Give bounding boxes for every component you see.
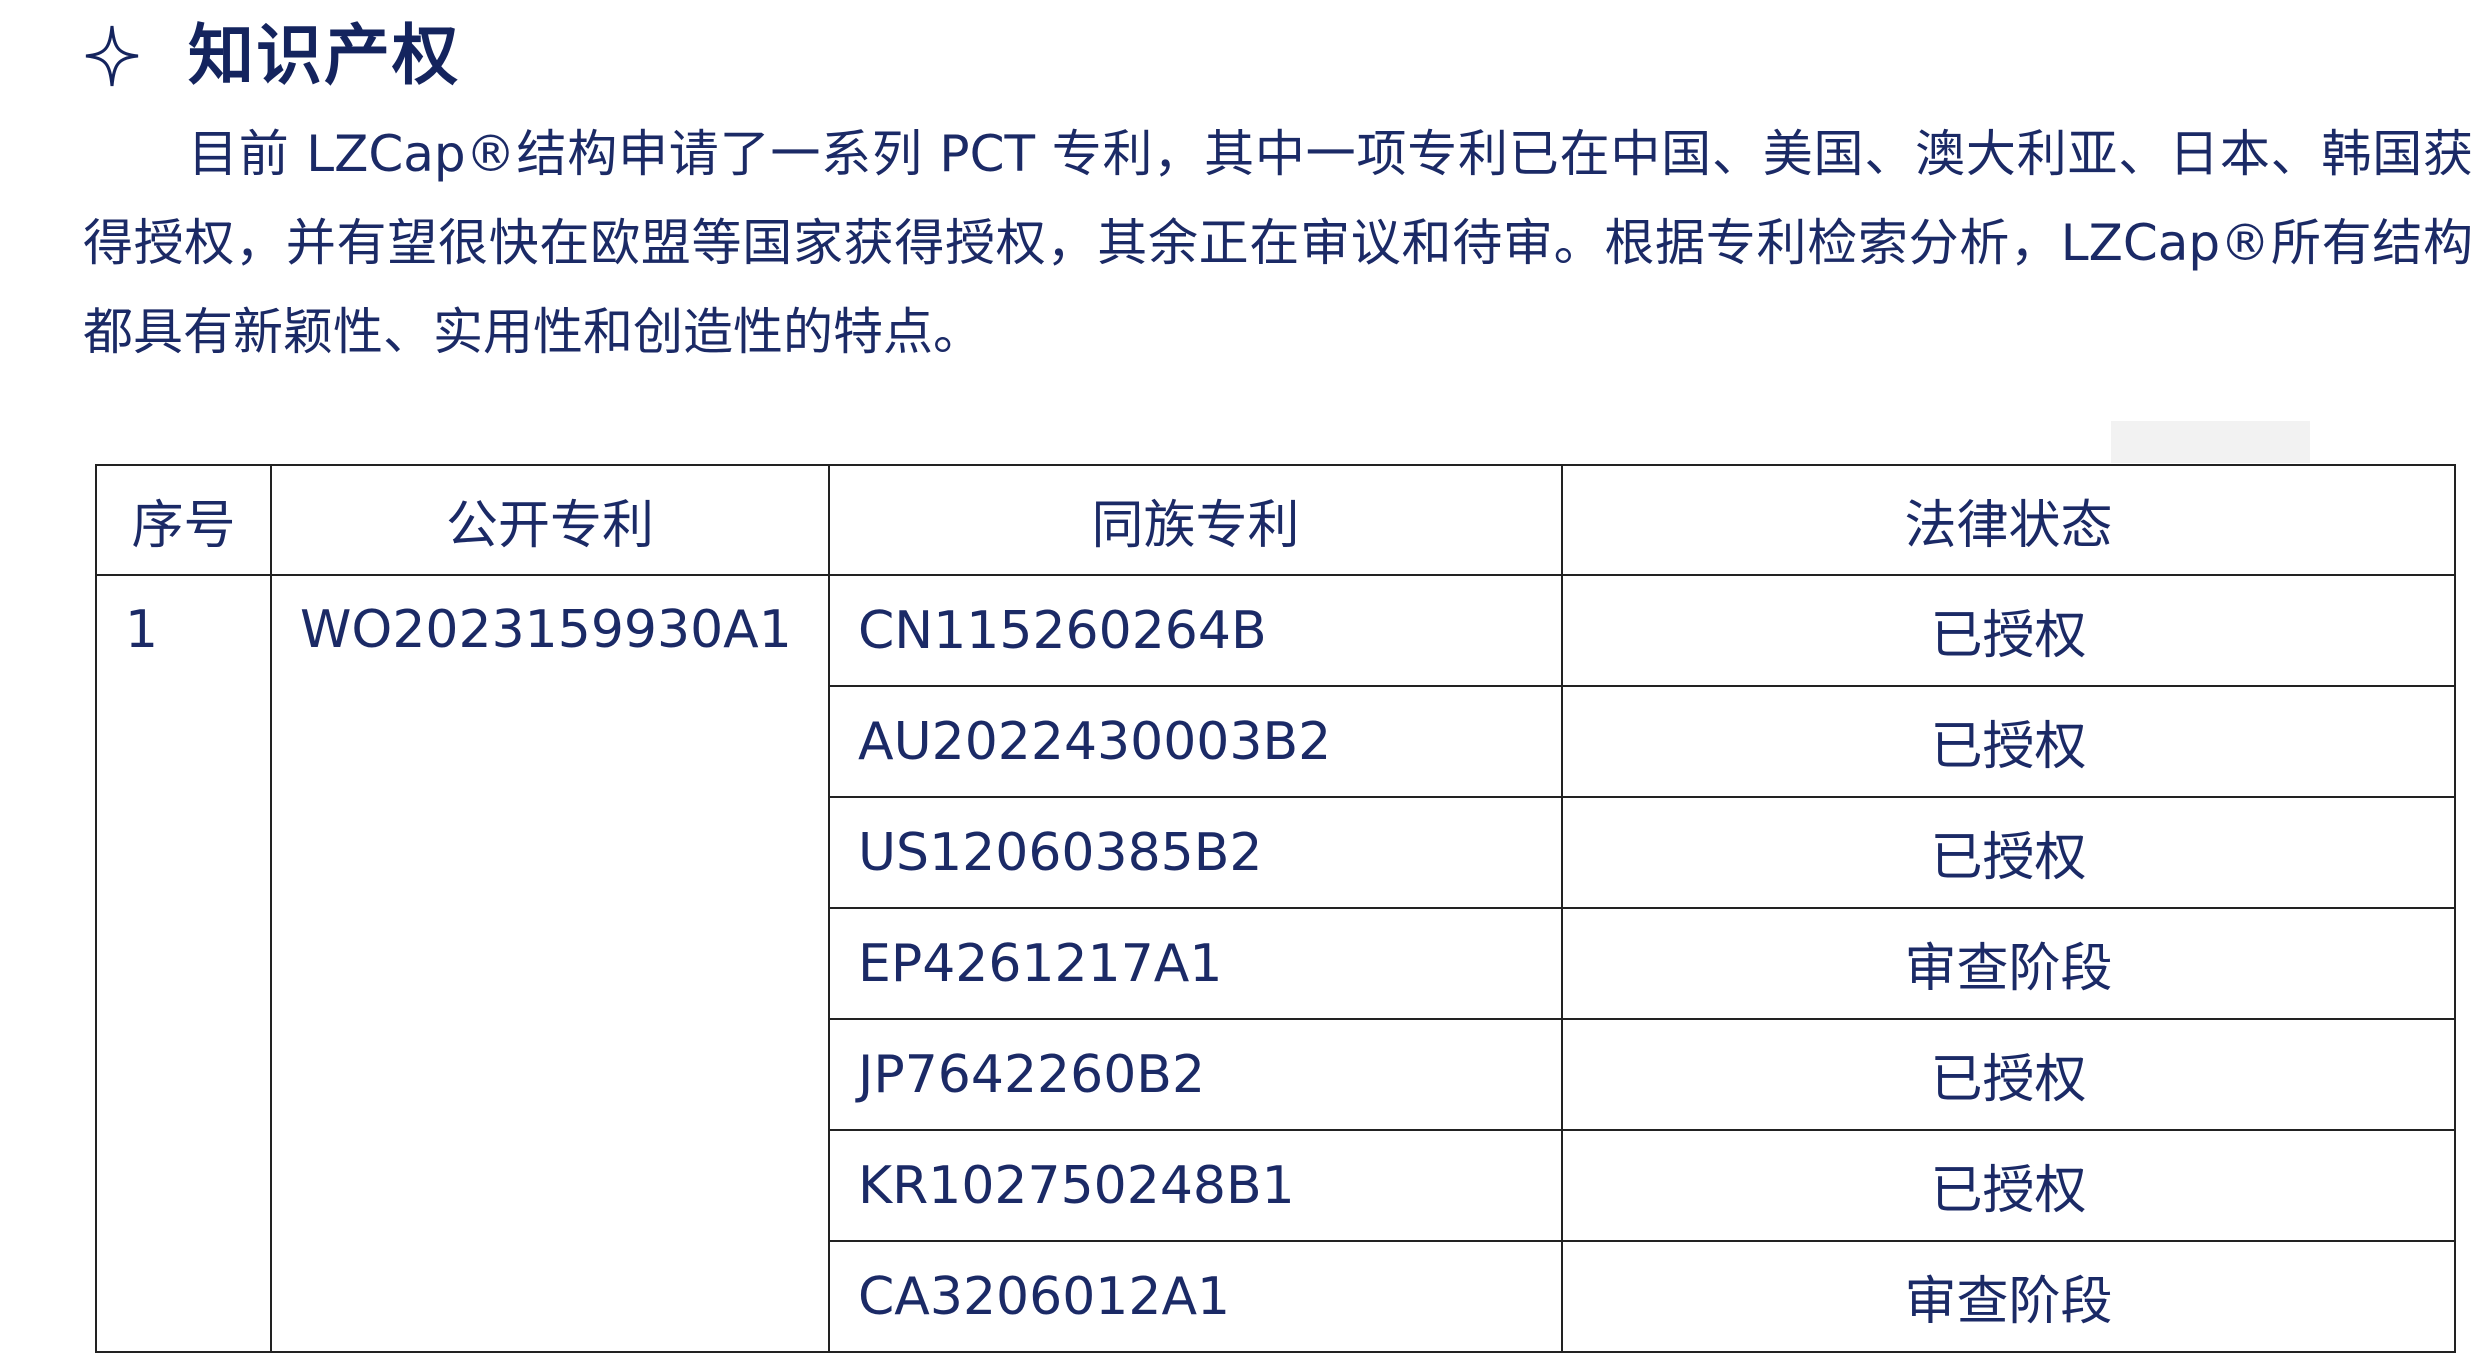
table-header-row: 序号 公开专利 同族专利 法律状态 — [95, 464, 2456, 576]
table-row: JP7642260B2 已授权 — [96, 1018, 2456, 1131]
table-row: KR102750248B1 已授权 — [96, 1129, 2456, 1242]
patent-table: 序号 公开专利 同族专利 法律状态 1 WO2023159930A1 CN115… — [95, 464, 2456, 1353]
cell-family: CN115260264B — [828, 574, 1563, 687]
table-row: 1 WO2023159930A1 CN115260264B 已授权 — [95, 574, 2456, 1353]
header-status: 法律状态 — [1561, 464, 2456, 576]
cell-status: 已授权 — [1561, 796, 2456, 909]
table-row: US12060385B2 已授权 — [96, 796, 2456, 909]
cell-status: 审查阶段 — [1561, 907, 2456, 1020]
cell-family: CA3206012A1 — [828, 1240, 1563, 1353]
paragraph-line-3: 都具有新颖性、实用性和创造性的特点。 — [83, 303, 983, 361]
header-index: 序号 — [95, 464, 272, 576]
cell-family: KR102750248B1 — [828, 1129, 1563, 1242]
cell-status: 已授权 — [1561, 574, 2456, 687]
cell-family: US12060385B2 — [828, 796, 1563, 909]
cell-index: 1 — [95, 574, 272, 1353]
four-point-star-icon — [85, 25, 139, 87]
section-title: 知识产权 — [188, 17, 460, 94]
cell-family: JP7642260B2 — [828, 1018, 1563, 1131]
cell-family: EP4261217A1 — [828, 907, 1563, 1020]
cell-status: 已授权 — [1561, 1129, 2456, 1242]
table-row: EP4261217A1 审查阶段 — [96, 907, 2456, 1020]
header-family: 同族专利 — [828, 464, 1563, 576]
table-row: AU2022430003B2 已授权 — [96, 685, 2456, 798]
cell-family: AU2022430003B2 — [828, 685, 1563, 798]
paragraph-line-1: 目前 LZCap®结构申请了一系列 PCT 专利，其中一项专利已在中国、美国、澳… — [188, 125, 2473, 183]
cell-status: 已授权 — [1561, 685, 2456, 798]
cell-publication: WO2023159930A1 — [270, 574, 830, 1353]
cell-status: 审查阶段 — [1561, 1240, 2456, 1353]
cell-status: 已授权 — [1561, 1018, 2456, 1131]
paragraph-line-2: 得授权，并有望很快在欧盟等国家获得授权，其余正在审议和待审。根据专利检索分析，L… — [83, 214, 2473, 272]
gray-block — [2111, 421, 2310, 463]
table-row: CA3206012A1 审查阶段 — [96, 1240, 2456, 1353]
header-publication: 公开专利 — [270, 464, 830, 576]
